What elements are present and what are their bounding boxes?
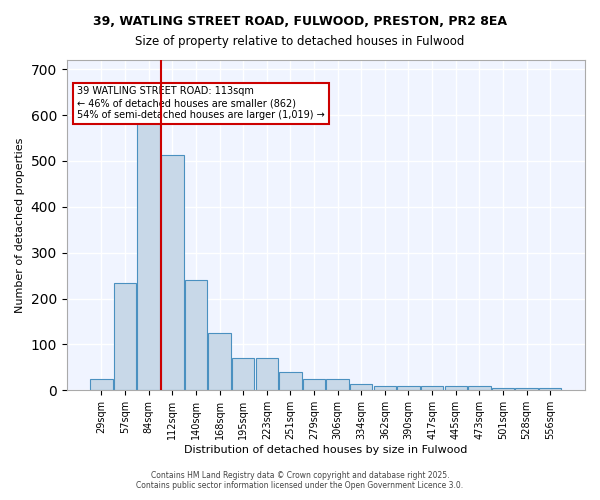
Text: Contains HM Land Registry data © Crown copyright and database right 2025.
Contai: Contains HM Land Registry data © Crown c… [136,470,464,490]
Bar [350,384,373,390]
Bar [445,386,467,390]
Bar [279,372,302,390]
Bar [539,388,562,390]
Bar [468,386,491,390]
Text: Size of property relative to detached houses in Fulwood: Size of property relative to detached ho… [136,35,464,48]
Text: 39 WATLING STREET ROAD: 113sqm
← 46% of detached houses are smaller (862)
54% of: 39 WATLING STREET ROAD: 113sqm ← 46% of … [77,86,325,120]
Bar [114,283,136,391]
Y-axis label: Number of detached properties: Number of detached properties [15,138,25,313]
Bar [256,358,278,390]
Bar [232,358,254,390]
Bar [90,379,113,390]
Bar [374,386,396,390]
Bar [397,386,420,390]
Bar [208,333,231,390]
Bar [326,379,349,390]
Bar [492,388,514,390]
Bar [137,102,160,391]
Text: 39, WATLING STREET ROAD, FULWOOD, PRESTON, PR2 8EA: 39, WATLING STREET ROAD, FULWOOD, PRESTO… [93,15,507,28]
Bar [421,386,443,390]
Bar [161,156,184,390]
Bar [515,388,538,390]
Bar [303,379,325,390]
Bar [185,280,207,390]
X-axis label: Distribution of detached houses by size in Fulwood: Distribution of detached houses by size … [184,445,467,455]
